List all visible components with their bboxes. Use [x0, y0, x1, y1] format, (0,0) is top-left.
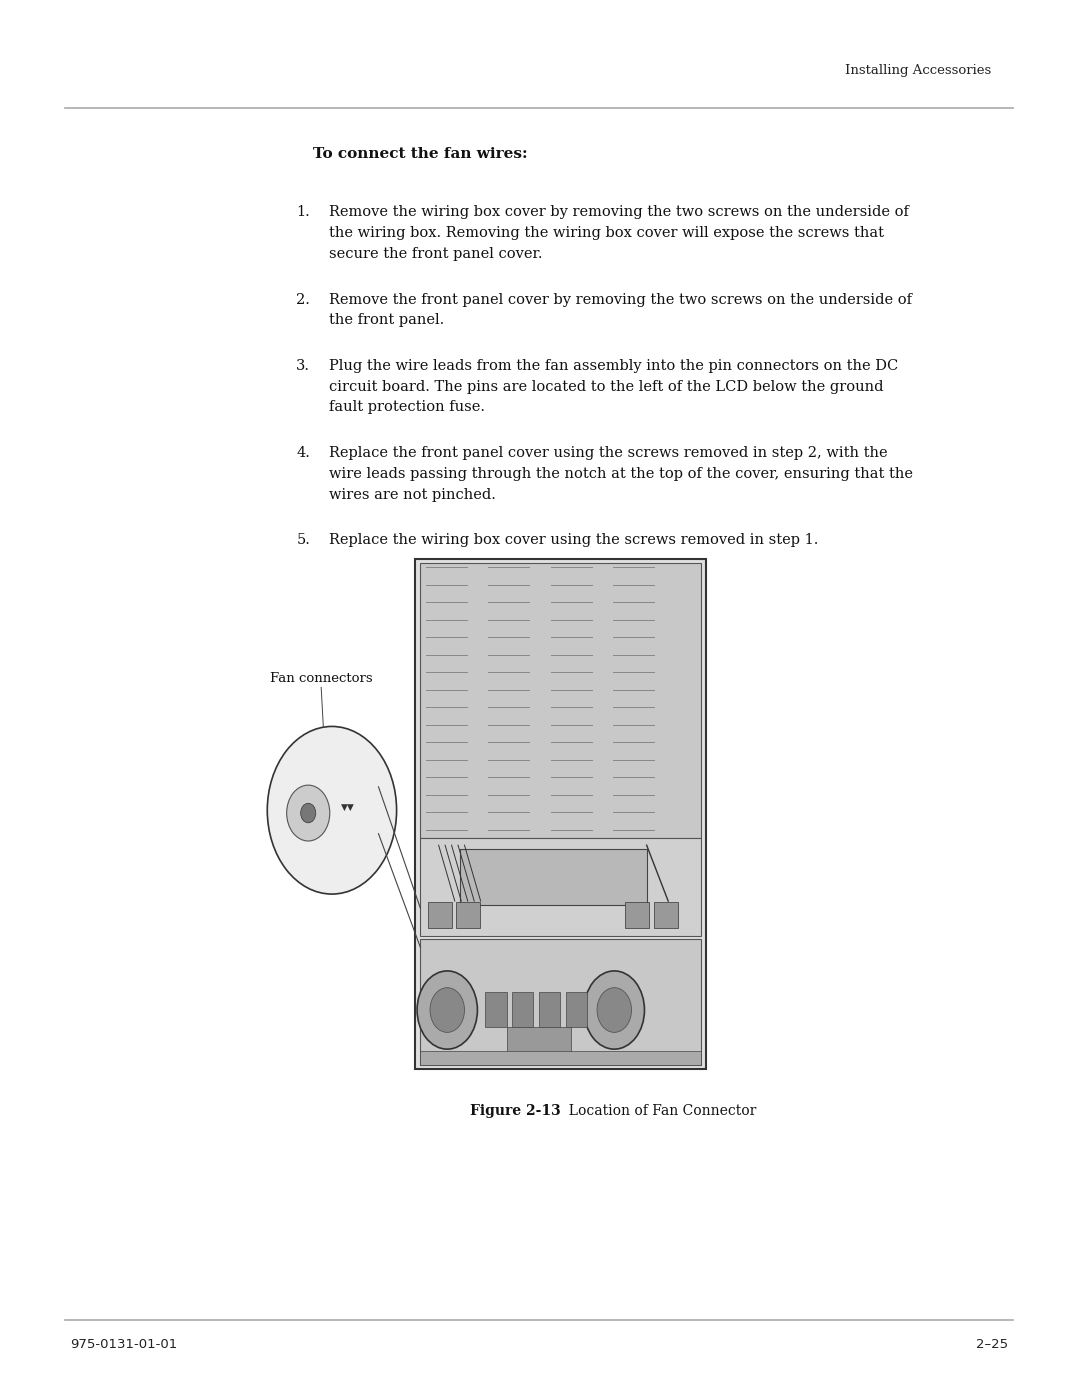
Text: 1.: 1. [296, 205, 310, 219]
Bar [566, 992, 588, 1027]
Circle shape [286, 785, 329, 841]
Circle shape [584, 971, 645, 1049]
Text: Figure 2-13: Figure 2-13 [470, 1104, 561, 1118]
Bar [420, 838, 701, 936]
Text: Replace the front panel cover using the screws removed in step 2, with the: Replace the front panel cover using the … [328, 446, 888, 460]
Text: 4.: 4. [296, 446, 310, 460]
Circle shape [300, 803, 315, 823]
Text: 5.: 5. [296, 534, 310, 548]
Bar [420, 939, 701, 1065]
Text: Fan connectors: Fan connectors [270, 672, 373, 685]
Circle shape [430, 988, 464, 1032]
Text: Remove the wiring box cover by removing the two screws on the underside of: Remove the wiring box cover by removing … [328, 205, 908, 219]
Text: ▼▼: ▼▼ [341, 803, 355, 812]
Bar [460, 849, 647, 905]
Circle shape [597, 988, 632, 1032]
Text: Remove the front panel cover by removing the two screws on the underside of: Remove the front panel cover by removing… [328, 292, 912, 306]
Text: 2.: 2. [296, 292, 310, 306]
Bar [539, 992, 561, 1027]
Text: 2–25: 2–25 [975, 1338, 1008, 1351]
Circle shape [267, 726, 396, 894]
Text: Replace the wiring box cover using the screws removed in step 1.: Replace the wiring box cover using the s… [328, 534, 818, 548]
Bar [420, 563, 701, 838]
Bar [625, 902, 649, 928]
Text: secure the front panel cover.: secure the front panel cover. [328, 247, 542, 261]
Text: the front panel.: the front panel. [328, 313, 444, 327]
Text: Plug the wire leads from the fan assembly into the pin connectors on the DC: Plug the wire leads from the fan assembl… [328, 359, 897, 373]
Text: To connect the fan wires:: To connect the fan wires: [312, 147, 527, 161]
Bar [512, 992, 534, 1027]
Bar [415, 559, 706, 1069]
Text: circuit board. The pins are located to the left of the LCD below the ground: circuit board. The pins are located to t… [328, 380, 883, 394]
Bar [428, 902, 451, 928]
Text: fault protection fuse.: fault protection fuse. [328, 401, 485, 415]
Bar [456, 902, 480, 928]
Text: Location of Fan Connector: Location of Fan Connector [561, 1104, 757, 1118]
Bar [485, 992, 507, 1027]
Bar [420, 1051, 701, 1065]
Text: wire leads passing through the notch at the top of the cover, ensuring that the: wire leads passing through the notch at … [328, 467, 913, 481]
Text: 3.: 3. [296, 359, 310, 373]
Text: Installing Accessories: Installing Accessories [846, 64, 991, 77]
Text: wires are not pinched.: wires are not pinched. [328, 488, 496, 502]
Bar [507, 1027, 571, 1058]
Bar [654, 902, 678, 928]
Text: the wiring box. Removing the wiring box cover will expose the screws that: the wiring box. Removing the wiring box … [328, 226, 883, 240]
Circle shape [417, 971, 477, 1049]
Text: 975-0131-01-01: 975-0131-01-01 [70, 1338, 177, 1351]
